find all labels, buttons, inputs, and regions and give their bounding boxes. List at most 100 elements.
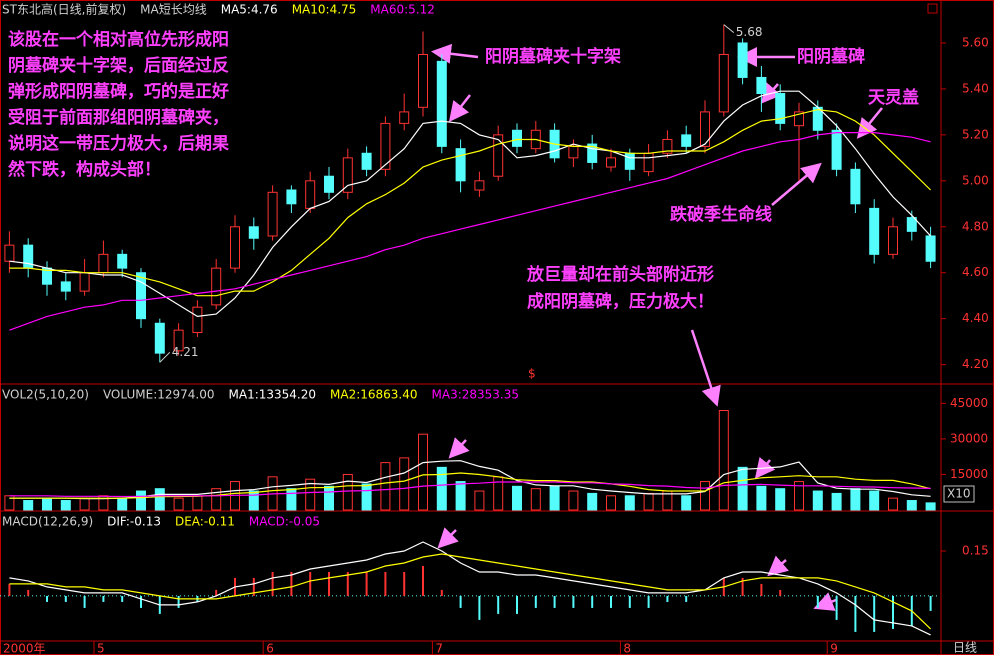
candle-body: [248, 226, 259, 239]
volume-bar: [812, 490, 823, 511]
volume-bar: [192, 495, 203, 511]
ma-line: [9, 472, 931, 499]
candle-body: [98, 253, 109, 274]
ma-line: [9, 553, 932, 630]
candle-body: [399, 111, 410, 124]
annotation-arrows: [431, 43, 883, 611]
volume-bar: [380, 462, 391, 511]
period-label: 日线: [953, 641, 977, 655]
y-tick-label: 5.20: [962, 127, 989, 141]
volume-bar: [60, 500, 71, 511]
marker: $: [528, 367, 536, 381]
candle-body: [474, 180, 485, 191]
y-tick-label: 4.80: [962, 219, 989, 233]
extreme-leader: [159, 351, 171, 363]
candle-body: [794, 111, 804, 127]
volume-bar: [568, 490, 579, 511]
y-tick-label: 0.15: [962, 543, 989, 557]
candle-body: [79, 272, 90, 292]
legend-entry: MA1:13354.20: [229, 388, 317, 402]
annotation: 然下跌，构成头部！: [8, 159, 161, 180]
candle-body: [718, 53, 729, 113]
volume-bar: [79, 497, 90, 511]
legend-entry: MA3:28353.35: [432, 388, 520, 402]
y-tick-label: 30000: [950, 431, 988, 445]
unit-label: X10: [947, 487, 971, 501]
candle-body: [230, 226, 240, 269]
candle-body: [361, 152, 372, 170]
volume-bar: [399, 457, 410, 511]
y-tick-label: 5.00: [962, 173, 989, 187]
volume-bar: [794, 481, 804, 511]
candle-body: [681, 134, 692, 147]
candle-body: [324, 175, 334, 193]
ma-line: [9, 481, 931, 498]
candle-body: [436, 60, 447, 147]
volume-bar: [248, 490, 259, 511]
candle-body: [455, 148, 466, 182]
legend-entry: MACD:-0.05: [249, 515, 320, 529]
candle-body: [493, 134, 504, 177]
candle-body: [869, 207, 880, 255]
candle-body: [756, 76, 767, 95]
volume-bar: [718, 410, 729, 511]
volume-bar: [681, 495, 692, 511]
candle-body: [662, 138, 673, 154]
candle-body: [418, 53, 428, 108]
candle-body: [380, 122, 391, 170]
candle-body: [267, 191, 278, 237]
candle-body: [4, 244, 15, 262]
candle-body: [606, 157, 616, 168]
volume-bar: [530, 488, 541, 511]
annotation: 阳阴墓碑夹十字架: [485, 46, 621, 67]
unit-box: [943, 485, 975, 503]
x-tick-label: 5: [97, 642, 105, 655]
volume-bar: [756, 485, 767, 511]
volume-bar: [888, 497, 898, 511]
volume-bar: [361, 483, 372, 511]
candle-body: [624, 152, 635, 170]
legend-entry: VOL2(5,10,20): [2, 388, 89, 402]
extreme-leader: [723, 24, 735, 33]
candle-body: [568, 145, 579, 159]
volume-bar: [587, 492, 598, 511]
extreme-label: 5.68: [736, 25, 763, 39]
volume-bar: [342, 473, 353, 511]
candle-body: [192, 306, 203, 333]
y-tick-label: 4.40: [962, 311, 989, 325]
candle-body: [831, 129, 842, 170]
candle-body: [775, 93, 786, 124]
ma-line: [9, 132, 931, 331]
ma-line: [9, 460, 931, 500]
candle-body: [888, 226, 898, 255]
volume-bar: [474, 490, 485, 511]
volume-bar: [831, 492, 842, 511]
y-tick-label: 4.20: [962, 357, 989, 371]
candle-body: [906, 217, 917, 232]
annotation: 阳阴墓碑: [797, 46, 865, 67]
y-tick-label: 45000: [950, 396, 988, 410]
candle-body: [286, 189, 297, 205]
volume-bar: [117, 497, 128, 511]
volume-bar: [173, 497, 184, 511]
legend-entry: MA10:4.75: [292, 3, 357, 17]
x-tick-label: 9: [830, 642, 838, 655]
x-tick-label: 2000年: [3, 642, 46, 655]
x-tick-label: 6: [266, 642, 274, 655]
candle-body: [211, 267, 222, 306]
volume-bar: [925, 502, 936, 511]
volume-bar: [324, 485, 334, 511]
candle-body: [643, 152, 654, 173]
annotation: 说明这一带压力极大，后期果: [8, 133, 229, 154]
volume-bar: [549, 485, 560, 511]
y-tick-label: 5.40: [962, 81, 989, 95]
candle-body: [173, 329, 184, 352]
candle-body: [737, 42, 748, 78]
legend-entry: MACD(12,26,9): [2, 515, 93, 529]
volume-bar: [23, 500, 34, 511]
volume-bar: [42, 497, 52, 511]
y-tick-label: 4.60: [962, 265, 989, 279]
annotation: 放巨量却在前头部附近形: [526, 264, 714, 285]
